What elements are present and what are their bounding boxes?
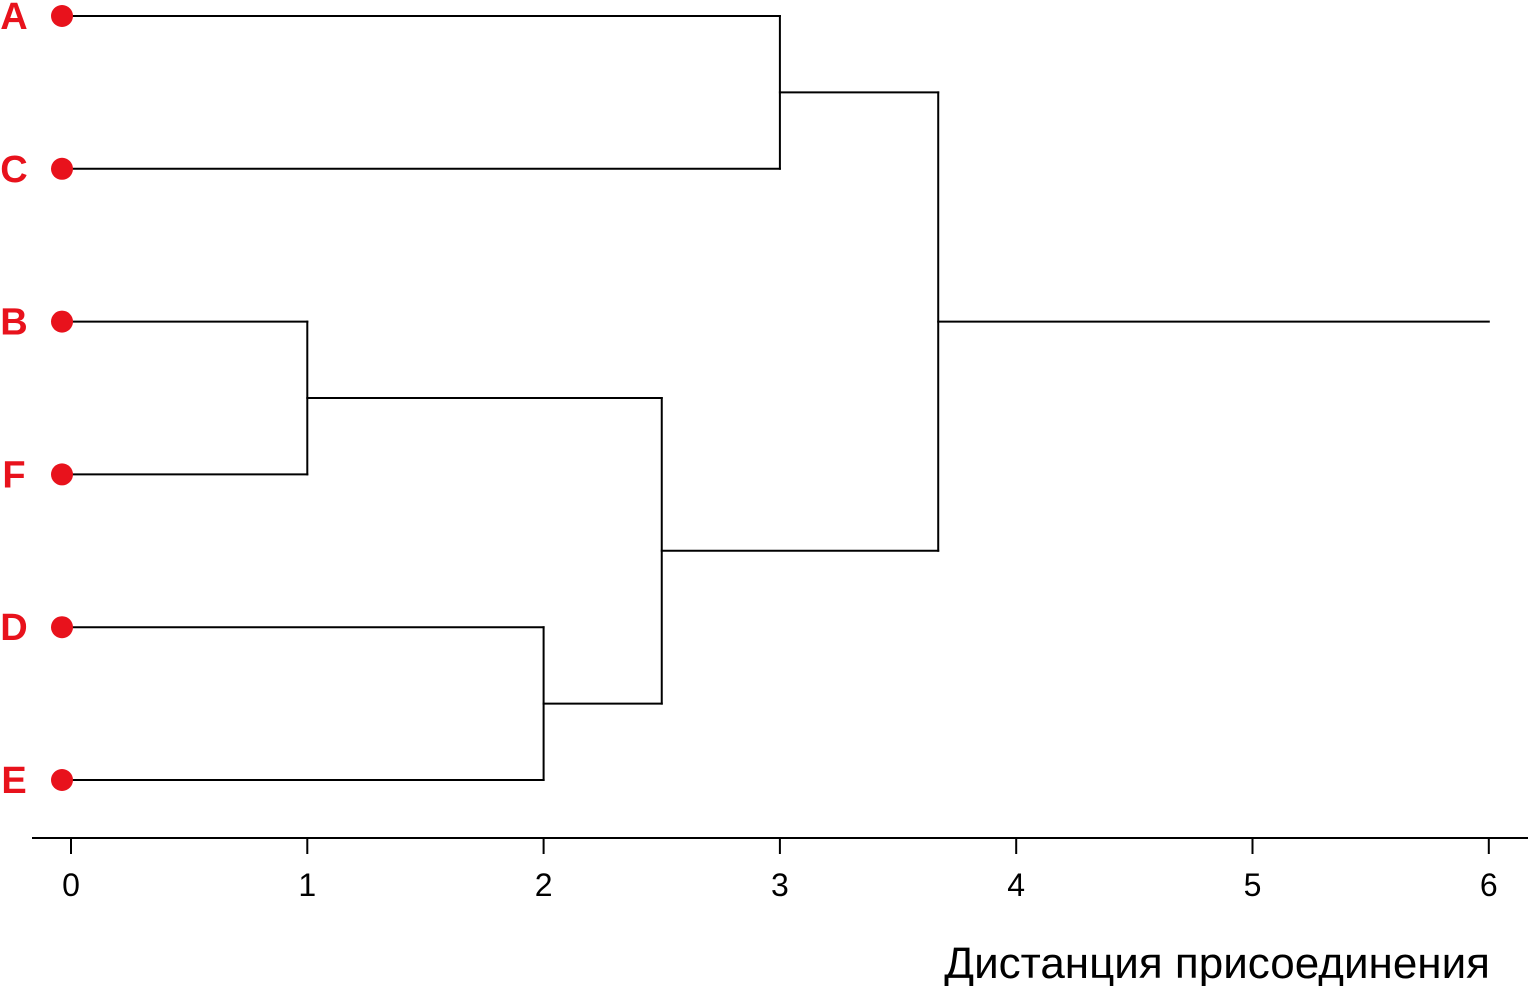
x-axis-title: Дистанция присоединения (944, 939, 1490, 986)
leaf-label-d: D (0, 607, 27, 649)
leaf-dot-e (51, 769, 73, 791)
leaf-label-b: B (0, 302, 27, 344)
dendrogram-branches (62, 15, 1490, 781)
x-tick-label: 0 (62, 867, 80, 903)
leaf-label-e: E (1, 760, 26, 802)
leaf-dot-a (51, 5, 73, 27)
leaf-dot-f (51, 463, 73, 486)
leaf-label-f: F (2, 454, 25, 496)
x-tick-label: 1 (298, 867, 316, 903)
x-tick-label: 6 (1480, 867, 1498, 903)
leaf-label-c: C (0, 149, 27, 191)
leaf-dot-b (51, 310, 73, 333)
x-tick-label: 2 (535, 867, 553, 903)
leaf-label-a: A (0, 0, 27, 38)
leaf-markers: A C B F D E (0, 0, 73, 802)
x-tick-label: 4 (1007, 867, 1025, 903)
leaf-dot-d (51, 616, 73, 639)
leaf-dot-c (51, 157, 73, 180)
x-tick-label: 3 (771, 867, 789, 903)
x-tick-label: 5 (1244, 867, 1262, 903)
x-axis: 0 1 2 3 4 5 6 (32, 837, 1528, 903)
